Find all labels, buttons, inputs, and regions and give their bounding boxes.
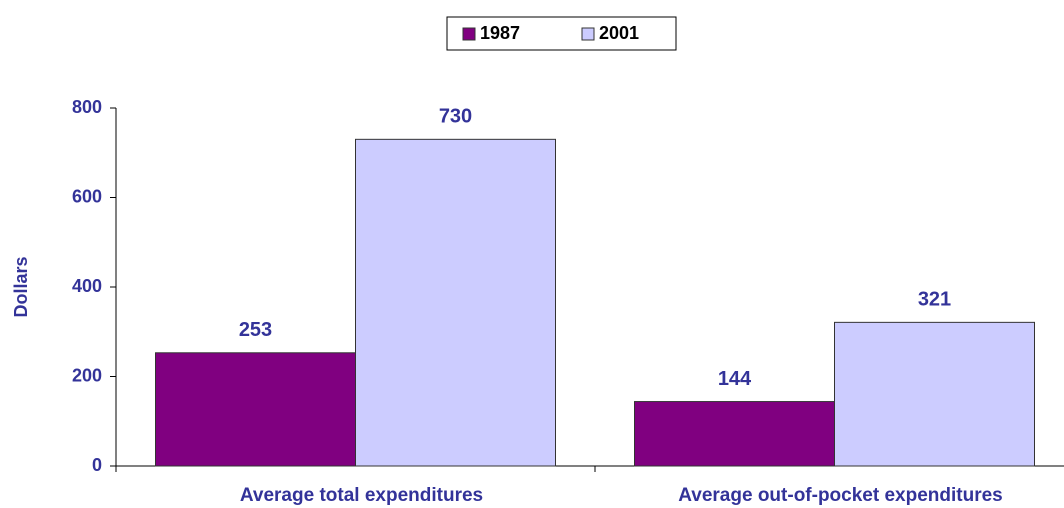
bar bbox=[355, 138, 556, 467]
data-label: 730 bbox=[439, 106, 472, 128]
x-tick-label: Average out-of-pocket expenditures bbox=[678, 485, 1002, 506]
legend-label: 1987 bbox=[480, 23, 520, 43]
y-axis-label: Dollars bbox=[11, 256, 31, 317]
x-tick-label: Average total expenditures bbox=[240, 485, 483, 506]
bar bbox=[634, 401, 835, 467]
y-tick-label: 800 bbox=[72, 97, 102, 117]
data-label: 321 bbox=[918, 289, 951, 311]
data-label: 253 bbox=[239, 319, 272, 341]
legend-box bbox=[446, 16, 677, 51]
y-tick-label: 200 bbox=[72, 365, 102, 385]
y-tick-label: 0 bbox=[92, 455, 102, 475]
legend-swatch bbox=[462, 27, 476, 41]
y-tick-label: 600 bbox=[72, 186, 102, 206]
bar bbox=[155, 352, 356, 467]
bar bbox=[834, 321, 1035, 467]
y-tick-label: 400 bbox=[72, 276, 102, 296]
legend-label: 2001 bbox=[599, 23, 639, 43]
legend-swatch bbox=[581, 27, 595, 41]
data-label: 144 bbox=[718, 368, 752, 390]
